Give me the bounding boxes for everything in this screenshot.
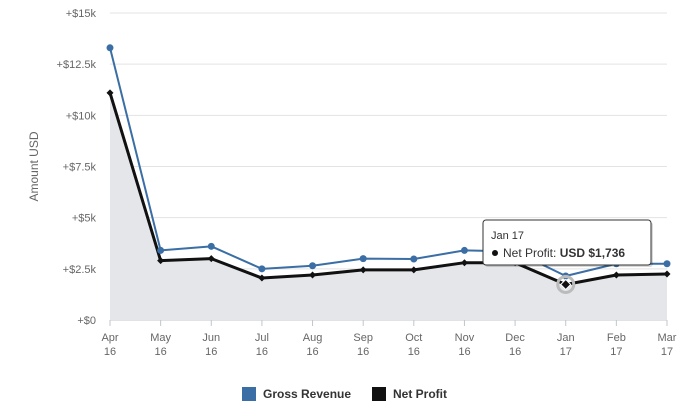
x-tick-label: Apr bbox=[101, 332, 118, 344]
x-tick-label-year: 16 bbox=[205, 346, 217, 358]
hover-point bbox=[560, 278, 572, 291]
net-profit-area bbox=[110, 92, 667, 320]
y-tick-label: +$7.5k bbox=[63, 162, 97, 174]
y-axis-title: Amount USD bbox=[27, 131, 41, 201]
legend-label-net-profit: Net Profit bbox=[393, 387, 447, 401]
hover-halo bbox=[556, 274, 576, 294]
x-tick-label: May bbox=[150, 332, 171, 344]
tooltip-series-dot bbox=[492, 250, 498, 256]
tooltip: Jan 17 Net Profit: USD $1,736 bbox=[482, 219, 653, 294]
gross-revenue-point bbox=[410, 255, 418, 263]
tooltip-series-label: Net Profit: USD $1,736 bbox=[503, 246, 625, 260]
gross-revenue-point bbox=[258, 265, 266, 273]
legend-swatch-gross-revenue bbox=[242, 387, 256, 401]
x-tick-label-year: 16 bbox=[155, 346, 167, 358]
y-tick-label: +$10k bbox=[66, 110, 97, 122]
x-tick-label-year: 16 bbox=[256, 346, 268, 358]
y-tick-label: +$15k bbox=[66, 8, 97, 20]
gross-revenue-point bbox=[309, 262, 317, 270]
gross-revenue-point bbox=[207, 242, 215, 250]
net-profit-point bbox=[359, 266, 367, 274]
gross-revenue-point bbox=[157, 246, 165, 254]
x-tick-label-year: 17 bbox=[661, 346, 673, 358]
y-tick-label: +$2.5k bbox=[63, 264, 97, 276]
x-tick-label-year: 17 bbox=[610, 346, 622, 358]
x-tick-label: Feb bbox=[607, 332, 626, 344]
net-profit-point bbox=[663, 270, 671, 278]
y-tick-label: +$12.5k bbox=[57, 59, 97, 71]
y-tick-label: +$5k bbox=[72, 213, 97, 225]
y-axis-ticks: +$0 +$2.5k +$5k +$7.5k +$10k +$12.5k +$15k bbox=[57, 8, 97, 327]
x-tick-label: Dec bbox=[505, 332, 525, 344]
x-tick-label: Jan bbox=[557, 332, 575, 344]
x-tick-label-year: 16 bbox=[306, 346, 318, 358]
x-tick-label-year: 17 bbox=[560, 346, 572, 358]
y-tick-label: +$0 bbox=[77, 315, 96, 327]
net-profit-point bbox=[410, 266, 418, 274]
tooltip-header: Jan 17 bbox=[491, 230, 524, 242]
area-fill bbox=[110, 92, 667, 320]
x-tick-label: Jun bbox=[202, 332, 220, 344]
x-tick-label-year: 16 bbox=[509, 346, 521, 358]
gross-revenue-point bbox=[460, 246, 468, 254]
x-axis-ticks: Apr 16 May 16 Jun 16 Jul 16 Aug 16 Sep 16 Oct 16 Nov 16… bbox=[101, 320, 677, 358]
gross-revenue-point bbox=[663, 260, 671, 268]
x-tick-label-year: 16 bbox=[458, 346, 470, 358]
net-profit-point bbox=[309, 271, 317, 279]
net-profit-point bbox=[157, 257, 165, 265]
x-tick-label-year: 16 bbox=[408, 346, 420, 358]
net-profit-point bbox=[207, 255, 215, 263]
x-tick-label-year: 16 bbox=[357, 346, 369, 358]
net-profit-point bbox=[612, 271, 620, 279]
x-tick-label: Jul bbox=[255, 332, 269, 344]
legend-swatch-net-profit bbox=[372, 387, 386, 401]
legend-label-gross-revenue: Gross Revenue bbox=[263, 387, 351, 401]
net-profit-point bbox=[106, 89, 114, 97]
x-tick-label: Oct bbox=[405, 332, 422, 344]
x-tick-label: Nov bbox=[455, 332, 475, 344]
x-tick-label: Mar bbox=[658, 332, 677, 344]
x-tick-label: Sep bbox=[353, 332, 373, 344]
gross-revenue-line bbox=[109, 47, 667, 277]
legend: Gross Revenue Net Profit bbox=[242, 387, 447, 401]
tooltip-box bbox=[482, 219, 652, 266]
tooltip-value: USD $1,736 bbox=[560, 246, 626, 260]
gross-revenue-point bbox=[106, 44, 114, 52]
net-profit-point bbox=[460, 259, 468, 267]
x-tick-label-year: 16 bbox=[104, 346, 116, 358]
gross-revenue-point bbox=[359, 255, 367, 263]
net-profit-point bbox=[258, 274, 266, 282]
x-tick-label: Aug bbox=[303, 332, 323, 344]
